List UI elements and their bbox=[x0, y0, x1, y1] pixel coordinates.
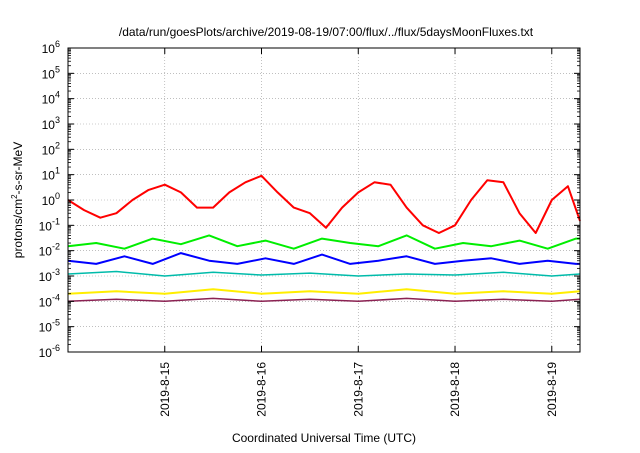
series-line-5 bbox=[67, 288, 581, 295]
y-tick-label: 105 bbox=[42, 64, 60, 81]
x-tick-label: 2019-8-15 bbox=[158, 362, 172, 417]
x-axis-label: Coordinated Universal Time (UTC) bbox=[232, 431, 416, 445]
x-axis: 2019-8-15 2019-8-16 2019-8-17 2019-8-18 2019… bbox=[158, 48, 559, 417]
y-tick-label: 10-4 bbox=[39, 292, 60, 309]
x-tick-label: 2019-8-16 bbox=[255, 362, 269, 417]
y-tick-label: 10-6 bbox=[39, 343, 60, 360]
series-line-6 bbox=[67, 297, 581, 303]
y-tick-label: 104 bbox=[42, 90, 60, 107]
y-tick-label: 103 bbox=[42, 115, 60, 132]
y-axis: 10-6 10-5 10-4 10-3 10-2 10-1 100 101 102 103 104 1… bbox=[39, 39, 580, 360]
series-line-4 bbox=[67, 270, 581, 277]
y-tick-label: 10-1 bbox=[39, 216, 60, 233]
y-label-tail: -s-sr-MeV bbox=[11, 142, 25, 195]
series-line-3 bbox=[67, 252, 580, 265]
series-line-2 bbox=[67, 234, 580, 250]
y-label-main: protons/cm bbox=[11, 199, 25, 258]
x-tick-label: 2019-8-18 bbox=[448, 362, 462, 417]
y-tick-label: 10-3 bbox=[39, 267, 60, 284]
y-axis-label: protons/cm2-s-sr-MeV bbox=[10, 142, 25, 258]
y-tick-label: 101 bbox=[42, 166, 60, 183]
series-layer bbox=[67, 174, 581, 303]
x-tick-label: 2019-8-19 bbox=[545, 362, 559, 417]
y-tick-label: 106 bbox=[42, 39, 60, 56]
y-tick-label: 10-2 bbox=[39, 242, 60, 259]
y-label-superscript: 2 bbox=[10, 194, 19, 199]
y-tick-label: 100 bbox=[42, 191, 60, 208]
x-tick-label: 2019-8-17 bbox=[351, 362, 365, 417]
grid bbox=[68, 48, 580, 352]
series-line-1 bbox=[67, 174, 581, 234]
y-tick-label: 102 bbox=[42, 140, 60, 157]
chart-title: /data/run/goesPlots/archive/2019-08-19/0… bbox=[119, 25, 534, 39]
y-tick-label: 10-5 bbox=[39, 318, 60, 335]
